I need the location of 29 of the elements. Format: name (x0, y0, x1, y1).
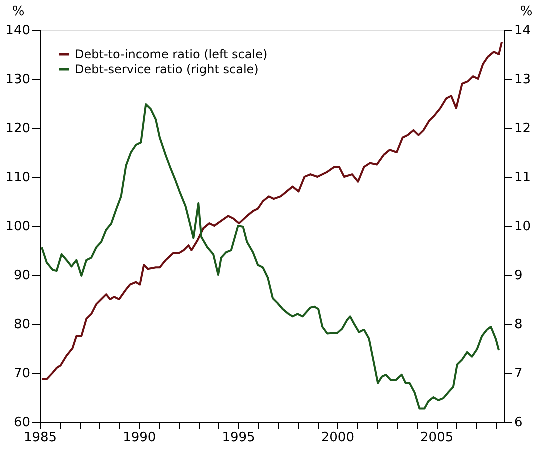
x-tick-label: 2000 (321, 430, 354, 446)
y2-axis-title: % (520, 4, 533, 20)
y-tick-label: 130 (6, 72, 30, 88)
y2-tick-label: 10 (514, 220, 532, 234)
y-tick-label: 120 (6, 122, 30, 136)
y2-tick-label: 7 (514, 366, 523, 382)
y2-tick-label: 9 (514, 268, 523, 284)
y2-tick-label: 14 (514, 24, 532, 38)
x-tick-label: 1985 (24, 430, 58, 446)
line-series (40, 41, 504, 380)
y-tick-label: 140 (6, 24, 30, 38)
y2-tick-label: 11 (514, 170, 532, 186)
x-tick-label: 2005 (420, 430, 454, 446)
y-tick-label: 60 (14, 416, 30, 430)
y-tick-label: 90 (14, 268, 30, 284)
y-tick-label: 80 (14, 318, 30, 332)
legend-label: Debt-to-income ratio (left scale) (75, 48, 268, 62)
x-tick-label: 1995 (222, 430, 256, 446)
y2-tick-label: 13 (514, 72, 532, 88)
y-tick-label: 100 (6, 220, 30, 234)
y-tick-label: 70 (14, 366, 30, 382)
y-tick-label: 110 (6, 170, 30, 186)
x-tick-label: 1990 (123, 430, 156, 446)
legend-label: Debt-service ratio (right scale) (75, 62, 259, 76)
y-axis-title: % (12, 4, 25, 20)
y2-tick-label: 12 (514, 122, 532, 136)
y2-tick-label: 8 (514, 318, 523, 332)
y2-tick-label: 6 (514, 416, 523, 430)
line-series (40, 103, 500, 410)
